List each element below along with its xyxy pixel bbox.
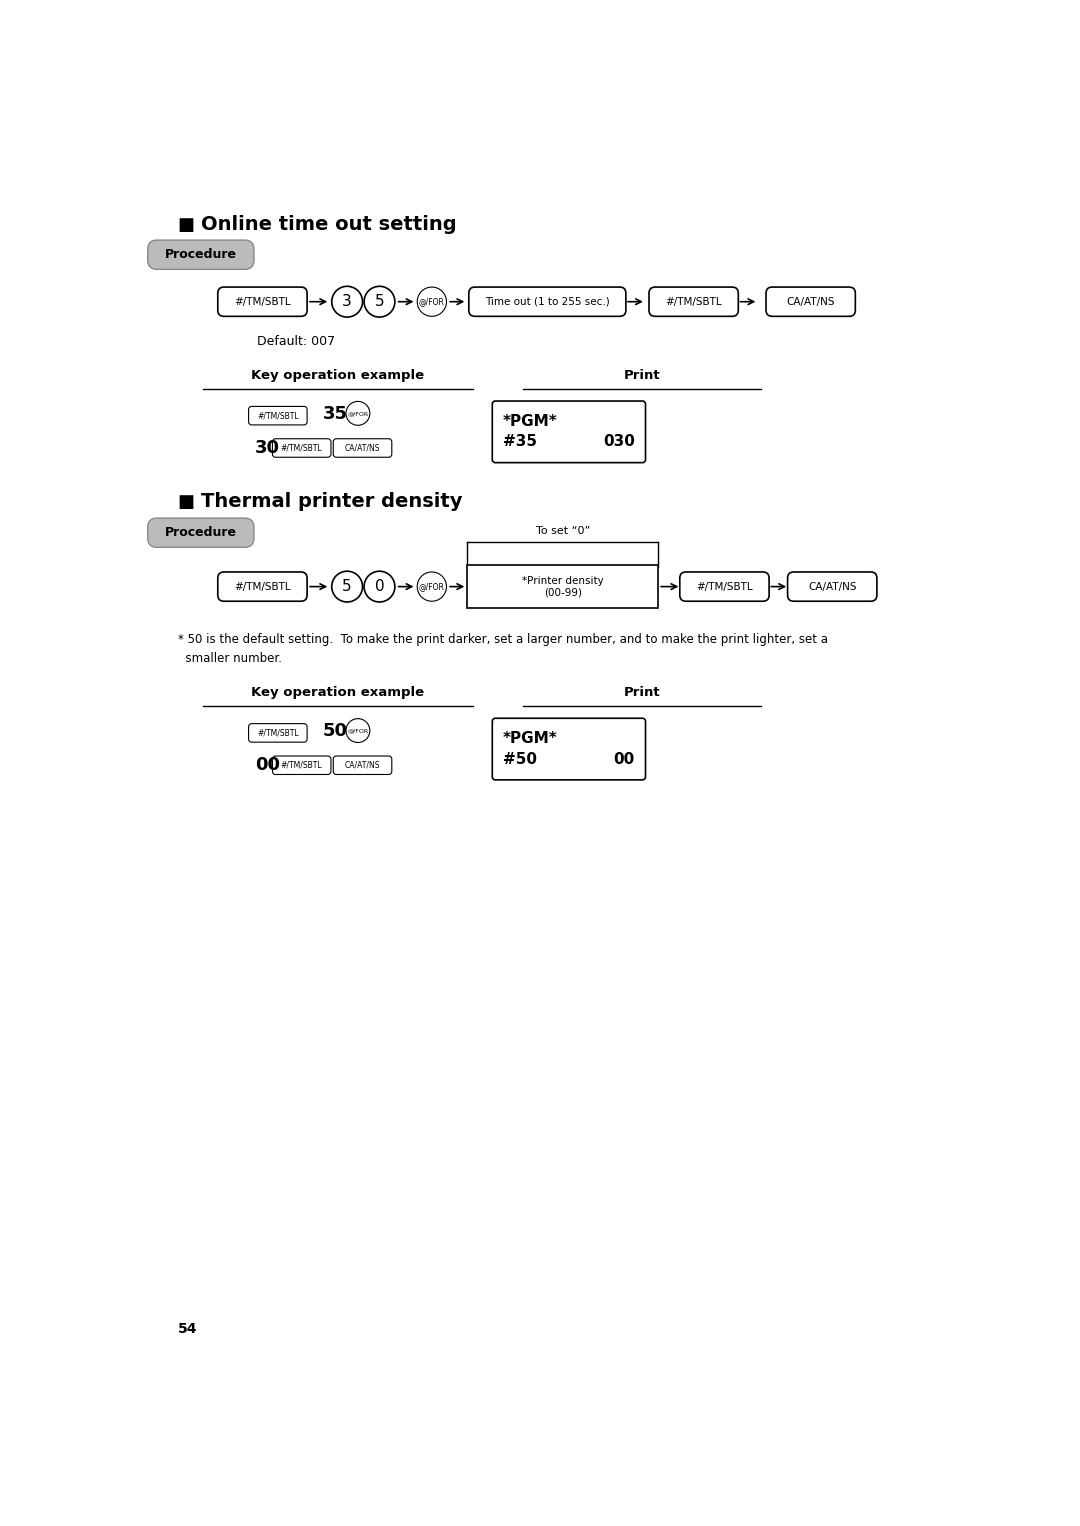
Text: #/TM/SBTL: #/TM/SBTL bbox=[234, 581, 291, 592]
Text: #/TM/SBTL: #/TM/SBTL bbox=[257, 728, 299, 737]
Text: 35: 35 bbox=[323, 404, 348, 423]
Circle shape bbox=[346, 719, 369, 743]
Text: @/FOR: @/FOR bbox=[348, 410, 368, 417]
Circle shape bbox=[417, 572, 446, 601]
Text: Print: Print bbox=[624, 687, 660, 699]
Text: 3: 3 bbox=[342, 295, 352, 310]
Text: ■: ■ bbox=[178, 493, 194, 511]
Text: 0: 0 bbox=[375, 578, 384, 594]
Text: Procedure: Procedure bbox=[165, 526, 237, 539]
FancyBboxPatch shape bbox=[334, 755, 392, 775]
FancyBboxPatch shape bbox=[218, 572, 307, 601]
Text: Thermal printer density: Thermal printer density bbox=[201, 493, 462, 511]
Text: *PGM*: *PGM* bbox=[503, 731, 557, 746]
FancyBboxPatch shape bbox=[248, 406, 307, 424]
Text: Time out (1 to 255 sec.): Time out (1 to 255 sec.) bbox=[485, 296, 610, 307]
FancyBboxPatch shape bbox=[679, 572, 769, 601]
Text: CA/AT/NS: CA/AT/NS bbox=[345, 444, 380, 453]
FancyBboxPatch shape bbox=[766, 287, 855, 316]
Text: 5: 5 bbox=[375, 295, 384, 310]
Text: #/TM/SBTL: #/TM/SBTL bbox=[281, 444, 323, 453]
FancyBboxPatch shape bbox=[492, 719, 646, 780]
Text: 00: 00 bbox=[613, 752, 635, 766]
FancyBboxPatch shape bbox=[649, 287, 739, 316]
Text: @/FOR: @/FOR bbox=[348, 728, 368, 732]
Text: #/TM/SBTL: #/TM/SBTL bbox=[665, 296, 721, 307]
FancyBboxPatch shape bbox=[468, 565, 658, 609]
FancyBboxPatch shape bbox=[148, 240, 254, 270]
Text: 00: 00 bbox=[255, 757, 280, 774]
Text: ■: ■ bbox=[178, 215, 194, 233]
Text: Print: Print bbox=[624, 369, 660, 382]
Text: CA/AT/NS: CA/AT/NS bbox=[786, 296, 835, 307]
Text: #35: #35 bbox=[503, 435, 537, 449]
FancyBboxPatch shape bbox=[492, 401, 646, 462]
Text: Key operation example: Key operation example bbox=[252, 687, 424, 699]
Text: *Printer density
(00-99): *Printer density (00-99) bbox=[522, 575, 604, 597]
Text: #/TM/SBTL: #/TM/SBTL bbox=[281, 761, 323, 769]
Text: Default: 007: Default: 007 bbox=[257, 336, 335, 348]
Circle shape bbox=[346, 401, 369, 426]
Text: 30: 30 bbox=[255, 439, 280, 456]
FancyBboxPatch shape bbox=[248, 723, 307, 742]
Text: 54: 54 bbox=[178, 1322, 198, 1335]
Circle shape bbox=[332, 571, 363, 601]
Text: Key operation example: Key operation example bbox=[252, 369, 424, 382]
Text: #50: #50 bbox=[503, 752, 537, 766]
FancyBboxPatch shape bbox=[469, 287, 626, 316]
FancyBboxPatch shape bbox=[787, 572, 877, 601]
Text: #/TM/SBTL: #/TM/SBTL bbox=[234, 296, 291, 307]
Text: 030: 030 bbox=[603, 435, 635, 449]
Text: CA/AT/NS: CA/AT/NS bbox=[345, 761, 380, 769]
Text: CA/AT/NS: CA/AT/NS bbox=[808, 581, 856, 592]
FancyBboxPatch shape bbox=[148, 517, 254, 548]
Text: * 50 is the default setting.  To make the print darker, set a larger number, and: * 50 is the default setting. To make the… bbox=[178, 633, 827, 665]
FancyBboxPatch shape bbox=[218, 287, 307, 316]
Text: @/FOR: @/FOR bbox=[419, 298, 445, 307]
Text: To set “0”: To set “0” bbox=[536, 526, 590, 536]
Text: Procedure: Procedure bbox=[165, 249, 237, 261]
Text: 5: 5 bbox=[342, 578, 352, 594]
Circle shape bbox=[364, 287, 395, 317]
Text: #/TM/SBTL: #/TM/SBTL bbox=[257, 410, 299, 420]
Text: *PGM*: *PGM* bbox=[503, 414, 557, 429]
FancyBboxPatch shape bbox=[272, 755, 330, 775]
Circle shape bbox=[364, 571, 395, 601]
Circle shape bbox=[417, 287, 446, 316]
FancyBboxPatch shape bbox=[334, 439, 392, 458]
Text: #/TM/SBTL: #/TM/SBTL bbox=[697, 581, 753, 592]
Text: Online time out setting: Online time out setting bbox=[201, 215, 457, 233]
Text: @/FOR: @/FOR bbox=[419, 581, 445, 591]
FancyBboxPatch shape bbox=[272, 439, 330, 458]
Circle shape bbox=[332, 287, 363, 317]
Text: 50: 50 bbox=[323, 722, 348, 740]
